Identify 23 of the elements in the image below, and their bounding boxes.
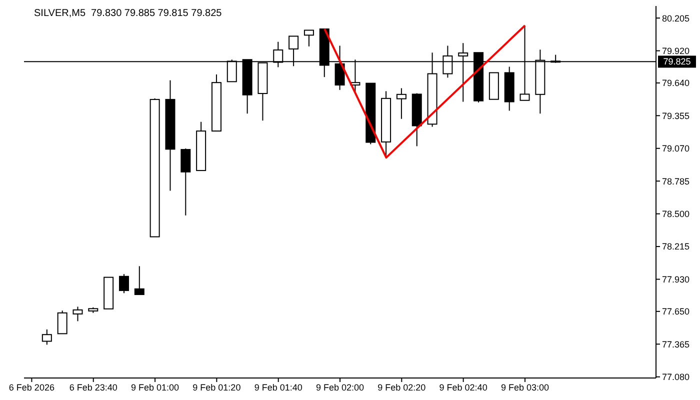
x-tick-label: 9 Feb 01:00	[131, 382, 180, 392]
y-tick-label: 79.355	[662, 110, 690, 121]
y-tick-label: 80.205	[662, 13, 690, 24]
chart-title: SILVER,M5 79.830 79.885 79.815 79.825	[34, 8, 222, 19]
y-tick-label: 77.930	[662, 274, 690, 284]
x-tick-label: 9 Feb 02:00	[316, 382, 364, 392]
y-tick-label: 77.080	[662, 372, 690, 382]
y-tick-label: 79.920	[662, 46, 690, 56]
y-tick-label: 78.500	[662, 209, 690, 220]
x-tick-label: 9 Feb 02:40	[439, 382, 488, 392]
y-tick-label: 79.640	[662, 78, 690, 88]
x-tick-label: 9 Feb 01:20	[192, 382, 241, 392]
x-tick-label: 9 Feb 01:40	[254, 382, 302, 392]
x-tick-label: 9 Feb 02:20	[378, 382, 426, 392]
x-tick-label: 6 Feb 2026	[8, 382, 54, 392]
ref-line-label: 79.825	[663, 56, 691, 67]
y-tick-label: 79.070	[662, 144, 690, 154]
x-tick-label: 9 Feb 03:00	[500, 382, 549, 392]
y-tick-label: 77.365	[662, 339, 690, 350]
y-tick-label: 78.785	[662, 176, 690, 186]
x-tick-label: 6 Feb 23:40	[69, 382, 118, 392]
y-tick-label: 77.650	[662, 306, 690, 317]
y-tick-label: 78.215	[662, 242, 690, 252]
